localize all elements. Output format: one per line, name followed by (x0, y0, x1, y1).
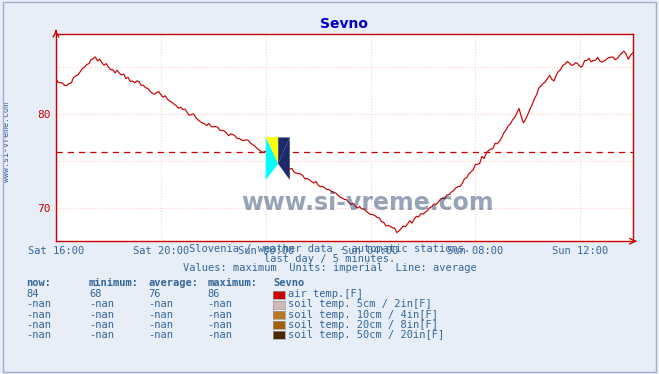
Text: -nan: -nan (89, 300, 114, 309)
Polygon shape (266, 138, 278, 180)
Text: 84: 84 (26, 289, 39, 299)
Text: now:: now: (26, 278, 51, 288)
Text: www.si-vreme.com: www.si-vreme.com (241, 191, 494, 215)
Text: -nan: -nan (26, 300, 51, 309)
Title: Sevno: Sevno (320, 17, 368, 31)
Text: -nan: -nan (89, 320, 114, 329)
Polygon shape (278, 138, 290, 180)
Text: Slovenia / weather data - automatic stations.: Slovenia / weather data - automatic stat… (189, 245, 470, 254)
Polygon shape (266, 138, 278, 164)
Text: -nan: -nan (26, 310, 51, 319)
Text: 76: 76 (148, 289, 161, 299)
Text: air temp.[F]: air temp.[F] (288, 289, 363, 299)
Text: -nan: -nan (148, 310, 173, 319)
Text: -nan: -nan (208, 330, 233, 340)
Text: -nan: -nan (26, 320, 51, 329)
Text: -nan: -nan (208, 320, 233, 329)
Text: -nan: -nan (148, 300, 173, 309)
Text: www.si-vreme.com: www.si-vreme.com (2, 102, 11, 182)
Text: average:: average: (148, 278, 198, 288)
Text: -nan: -nan (208, 300, 233, 309)
Text: soil temp. 5cm / 2in[F]: soil temp. 5cm / 2in[F] (288, 300, 432, 309)
Text: -nan: -nan (148, 330, 173, 340)
Text: Sevno: Sevno (273, 278, 304, 288)
Text: -nan: -nan (89, 330, 114, 340)
Text: minimum:: minimum: (89, 278, 139, 288)
Polygon shape (278, 138, 290, 164)
Text: maximum:: maximum: (208, 278, 258, 288)
Text: -nan: -nan (26, 330, 51, 340)
Text: -nan: -nan (148, 320, 173, 329)
Text: -nan: -nan (208, 310, 233, 319)
Text: 68: 68 (89, 289, 101, 299)
Text: soil temp. 50cm / 20in[F]: soil temp. 50cm / 20in[F] (288, 330, 444, 340)
Text: -nan: -nan (89, 310, 114, 319)
Text: soil temp. 10cm / 4in[F]: soil temp. 10cm / 4in[F] (288, 310, 438, 319)
Text: last day / 5 minutes.: last day / 5 minutes. (264, 254, 395, 264)
Text: 86: 86 (208, 289, 220, 299)
Text: Values: maximum  Units: imperial  Line: average: Values: maximum Units: imperial Line: av… (183, 263, 476, 273)
Text: soil temp. 20cm / 8in[F]: soil temp. 20cm / 8in[F] (288, 320, 438, 329)
